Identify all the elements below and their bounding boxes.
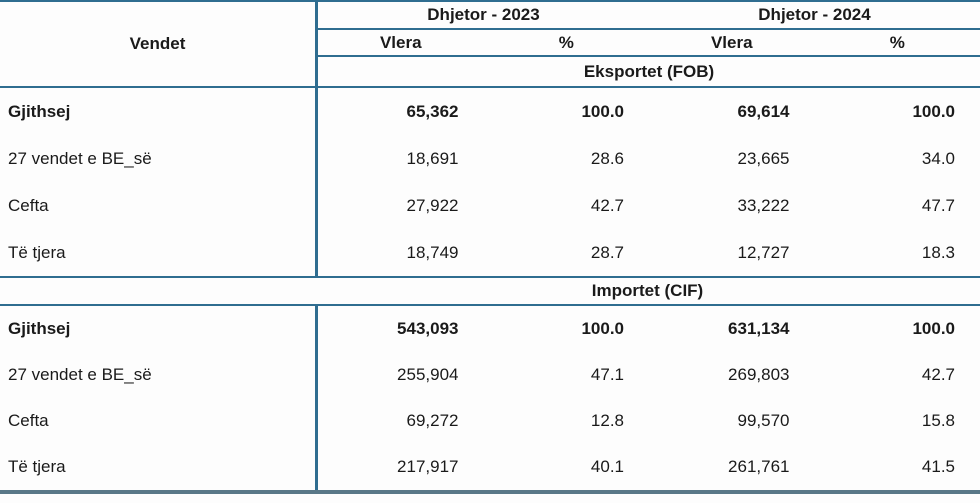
col-group-dhjetor-2024: Dhjetor - 2024 xyxy=(758,5,871,24)
row-values: 217,917 40.1 261,761 41.5 xyxy=(315,444,980,490)
row-label: Të tjera xyxy=(8,457,66,476)
value-cell: 69,272 xyxy=(406,411,459,430)
value-cell: 18,749 xyxy=(406,242,459,262)
value-cell: 47.1 xyxy=(590,365,624,384)
table-row: Cefta 27,922 42.7 33,222 47.7 xyxy=(0,182,980,229)
table-row: Të tjera 18,749 28.7 12,727 18.3 xyxy=(0,229,980,276)
row-values: 27,922 42.7 33,222 47.7 xyxy=(315,182,980,229)
value-cell: 47.7 xyxy=(921,195,955,215)
col-header-pct-2024: % xyxy=(889,32,905,52)
value-cell: 100.0 xyxy=(912,101,955,121)
row-values: 65,362 100.0 69,614 100.0 xyxy=(315,88,980,135)
row-values: 69,272 12.8 99,570 15.8 xyxy=(315,398,980,444)
value-cell: 27,922 xyxy=(406,195,459,215)
sub-header-row: Vlera % Vlera % xyxy=(318,30,980,57)
value-cell: 33,222 xyxy=(737,195,790,215)
col-group-dhjetor-2023: Dhjetor - 2023 xyxy=(427,5,540,24)
row-label: Cefta xyxy=(8,195,49,215)
value-cell: 217,917 xyxy=(397,457,459,476)
col-header-pct-2023: % xyxy=(558,32,574,52)
value-cell: 42.7 xyxy=(590,195,624,215)
row-label: Të tjera xyxy=(8,242,66,262)
value-cell: 40.1 xyxy=(590,457,624,476)
row-label: 27 vendet e BE_së xyxy=(8,148,152,168)
value-cell: 269,803 xyxy=(728,365,790,384)
value-cell: 42.7 xyxy=(921,365,955,384)
header-data-columns: Dhjetor - 2023 Dhjetor - 2024 Vlera % Vl… xyxy=(315,2,980,86)
value-cell: 261,761 xyxy=(728,457,790,476)
section-title-exports: Eksportet (FOB) xyxy=(583,61,715,81)
value-cell: 100.0 xyxy=(581,101,624,121)
value-cell: 28.6 xyxy=(590,148,624,168)
value-cell: 34.0 xyxy=(921,148,955,168)
value-cell: 99,570 xyxy=(737,411,790,430)
value-cell: 28.7 xyxy=(590,242,624,262)
row-values: 18,749 28.7 12,727 18.3 xyxy=(315,229,980,276)
table-row: Cefta 69,272 12.8 99,570 15.8 xyxy=(0,398,980,444)
band-left-spacer xyxy=(0,278,315,304)
section-title-imports: Importet (CIF) xyxy=(591,281,704,300)
table-row: Gjithsej 543,093 100.0 631,134 100.0 xyxy=(0,306,980,352)
value-cell: 631,134 xyxy=(728,319,790,338)
value-cell: 100.0 xyxy=(581,319,624,338)
col-header-vlera-2023: Vlera xyxy=(379,32,422,52)
row-values: 18,691 28.6 23,665 34.0 xyxy=(315,135,980,182)
value-cell: 12,727 xyxy=(737,242,790,262)
value-cell: 18.3 xyxy=(921,242,955,262)
table-header: Vendet Dhjetor - 2023 Dhjetor - 2024 Vle… xyxy=(0,2,980,86)
value-cell: 23,665 xyxy=(737,148,790,168)
col-header-vlera-2024: Vlera xyxy=(710,32,753,52)
table-row: Gjithsej 65,362 100.0 69,614 100.0 xyxy=(0,88,980,135)
section-band-imports: Importet (CIF) xyxy=(0,276,980,306)
table-bottom-border xyxy=(0,490,980,494)
value-cell: 18,691 xyxy=(406,148,459,168)
row-label: Cefta xyxy=(8,411,49,430)
value-cell: 41.5 xyxy=(921,457,955,476)
table-row: Të tjera 217,917 40.1 261,761 41.5 xyxy=(0,444,980,490)
divider xyxy=(0,86,980,88)
value-cell: 65,362 xyxy=(406,101,459,121)
value-cell: 15.8 xyxy=(921,411,955,430)
column-group-row: Dhjetor - 2023 Dhjetor - 2024 xyxy=(318,2,980,30)
row-values: 255,904 47.1 269,803 42.7 xyxy=(315,352,980,398)
table-row: 27 vendet e BE_së 255,904 47.1 269,803 4… xyxy=(0,352,980,398)
row-label: Gjithsej xyxy=(8,319,71,338)
value-cell: 69,614 xyxy=(737,101,790,121)
value-cell: 543,093 xyxy=(397,319,459,338)
value-cell: 100.0 xyxy=(912,319,955,338)
row-label: 27 vendet e BE_së xyxy=(8,365,152,384)
row-values: 543,093 100.0 631,134 100.0 xyxy=(315,306,980,352)
row-header-title: Vendet xyxy=(129,34,186,53)
value-cell: 12.8 xyxy=(590,411,624,430)
value-cell: 255,904 xyxy=(397,365,459,384)
row-label: Gjithsej xyxy=(8,101,71,121)
table-row: 27 vendet e BE_së 18,691 28.6 23,665 34.… xyxy=(0,135,980,182)
